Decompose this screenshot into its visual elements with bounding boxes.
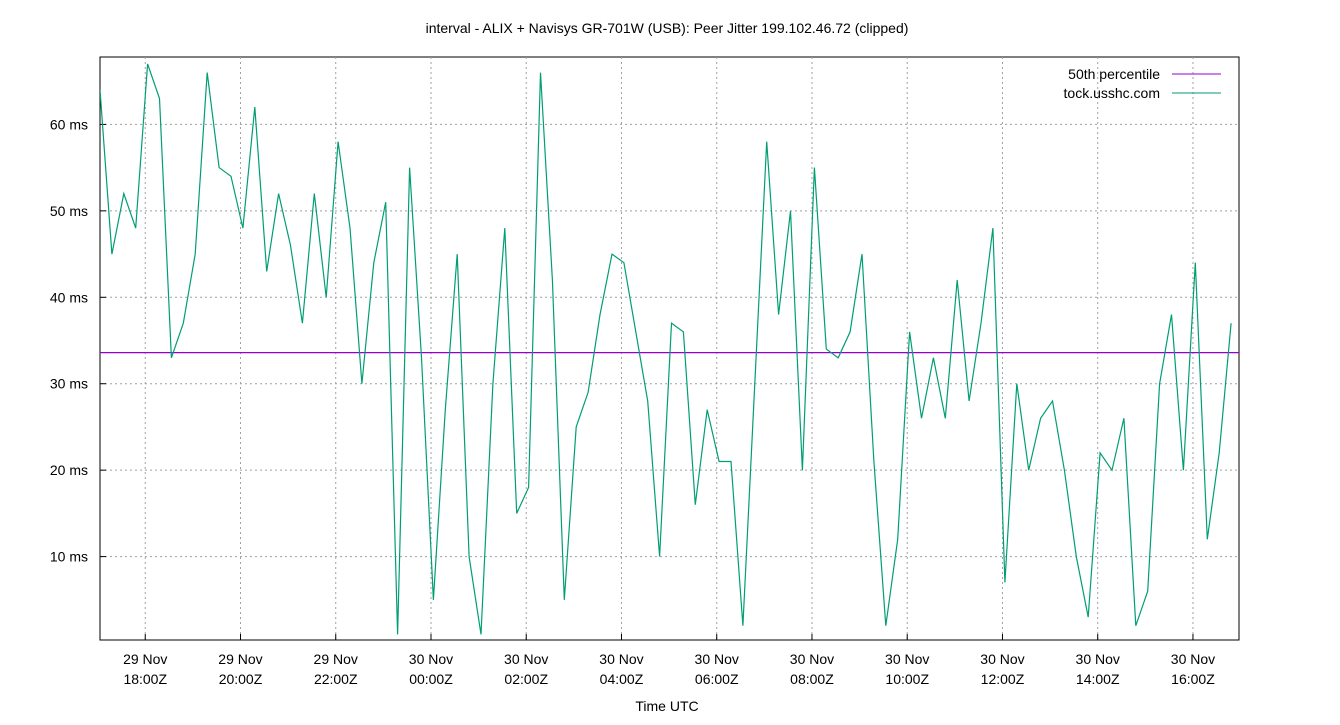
- x-tick-label: 20:00Z: [219, 671, 263, 687]
- x-tick-label: 04:00Z: [600, 671, 644, 687]
- y-tick-label: 40 ms: [50, 289, 88, 305]
- y-tick-label: 50 ms: [50, 203, 88, 219]
- x-tick-label: 10:00Z: [885, 671, 929, 687]
- x-tick-label: 30 Nov: [1076, 651, 1120, 667]
- plot-area: [100, 63, 1239, 635]
- x-axis-label: Time UTC: [635, 698, 698, 714]
- x-tick-label: 16:00Z: [1171, 671, 1215, 687]
- x-tick-label: 00:00Z: [409, 671, 453, 687]
- x-tick-label: 30 Nov: [790, 651, 834, 667]
- x-tick-label: 14:00Z: [1076, 671, 1120, 687]
- chart-title: interval - ALIX + Navisys GR-701W (USB):…: [426, 20, 909, 36]
- x-tick-label: 29 Nov: [123, 651, 167, 667]
- x-tick-label: 30 Nov: [599, 651, 643, 667]
- x-tick-label: 30 Nov: [409, 651, 453, 667]
- x-tick-label: 18:00Z: [123, 671, 167, 687]
- legend-label: tock.usshc.com: [1064, 85, 1160, 101]
- y-tick-label: 10 ms: [50, 549, 88, 565]
- x-tick-label: 29 Nov: [218, 651, 262, 667]
- x-tick-label: 12:00Z: [981, 671, 1025, 687]
- x-tick-label: 29 Nov: [314, 651, 358, 667]
- data-line: [100, 63, 1232, 635]
- x-tick-label: 30 Nov: [695, 651, 739, 667]
- legend-label: 50th percentile: [1068, 66, 1160, 82]
- x-tick-label: 30 Nov: [885, 651, 929, 667]
- y-tick-label: 20 ms: [50, 462, 88, 478]
- x-tick-label: 22:00Z: [314, 671, 358, 687]
- x-tick-label: 08:00Z: [790, 671, 834, 687]
- x-tick-label: 30 Nov: [504, 651, 548, 667]
- plot-frame: [99, 56, 1240, 641]
- x-tick-label: 30 Nov: [980, 651, 1024, 667]
- x-tick-label: 02:00Z: [504, 671, 548, 687]
- y-tick-label: 60 ms: [50, 116, 88, 132]
- y-tick-label: 30 ms: [50, 376, 88, 392]
- x-tick-label: 30 Nov: [1171, 651, 1215, 667]
- x-tick-label: 06:00Z: [695, 671, 739, 687]
